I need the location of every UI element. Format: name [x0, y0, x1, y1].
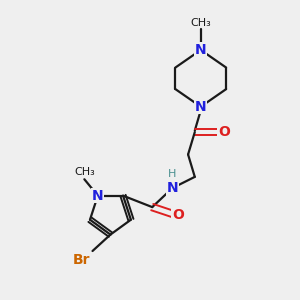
Text: O: O — [172, 208, 184, 222]
Text: N: N — [195, 100, 207, 114]
Text: N: N — [167, 181, 178, 195]
Text: CH₃: CH₃ — [190, 18, 211, 28]
Text: Br: Br — [73, 254, 90, 267]
Text: N: N — [195, 43, 207, 57]
Text: H: H — [168, 169, 177, 179]
Text: O: O — [218, 125, 230, 139]
Text: CH₃: CH₃ — [74, 167, 95, 177]
Text: N: N — [92, 189, 103, 203]
